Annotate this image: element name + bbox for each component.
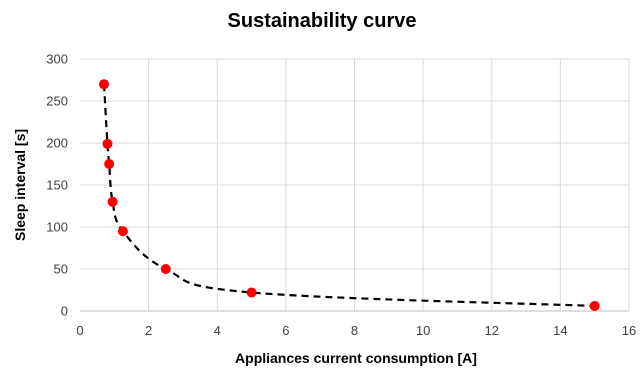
grid [80,58,630,312]
data-point [117,226,128,237]
y-axis-title: Sleep interval [s] [12,129,28,241]
series-line [102,84,595,308]
x-tick-label: 4 [214,323,221,338]
x-axis-ticks: 0 2 4 6 8 10 12 14 16 [76,323,636,338]
data-point [160,264,171,274]
data-point [104,159,115,169]
y-tick-label: 150 [46,178,68,193]
y-tick-label: 300 [46,52,68,67]
y-tick-label: 100 [46,220,68,235]
x-tick-label: 14 [553,323,567,338]
data-point [246,287,257,298]
y-tick-label: 200 [46,136,68,151]
x-tick-label: 10 [416,323,430,338]
y-tick-label: 50 [54,262,68,277]
data-point [107,196,118,207]
chart-title: Sustainability curve [228,10,417,32]
data-point [589,300,600,311]
x-tick-label: 8 [351,323,358,338]
x-axis-title: Appliances current consumption [A] [235,350,477,366]
y-axis-ticks: 0 50 100 150 200 250 300 [46,52,68,319]
y-tick-label: 250 [46,94,68,109]
x-tick-label: 0 [76,323,83,338]
data-point [99,79,110,90]
data-points [99,79,600,311]
x-tick-label: 6 [282,323,289,338]
data-point [102,138,113,149]
x-tick-label: 2 [145,323,152,338]
y-tick-label: 0 [61,304,68,319]
x-tick-label: 16 [622,323,636,338]
x-tick-label: 12 [485,323,499,338]
